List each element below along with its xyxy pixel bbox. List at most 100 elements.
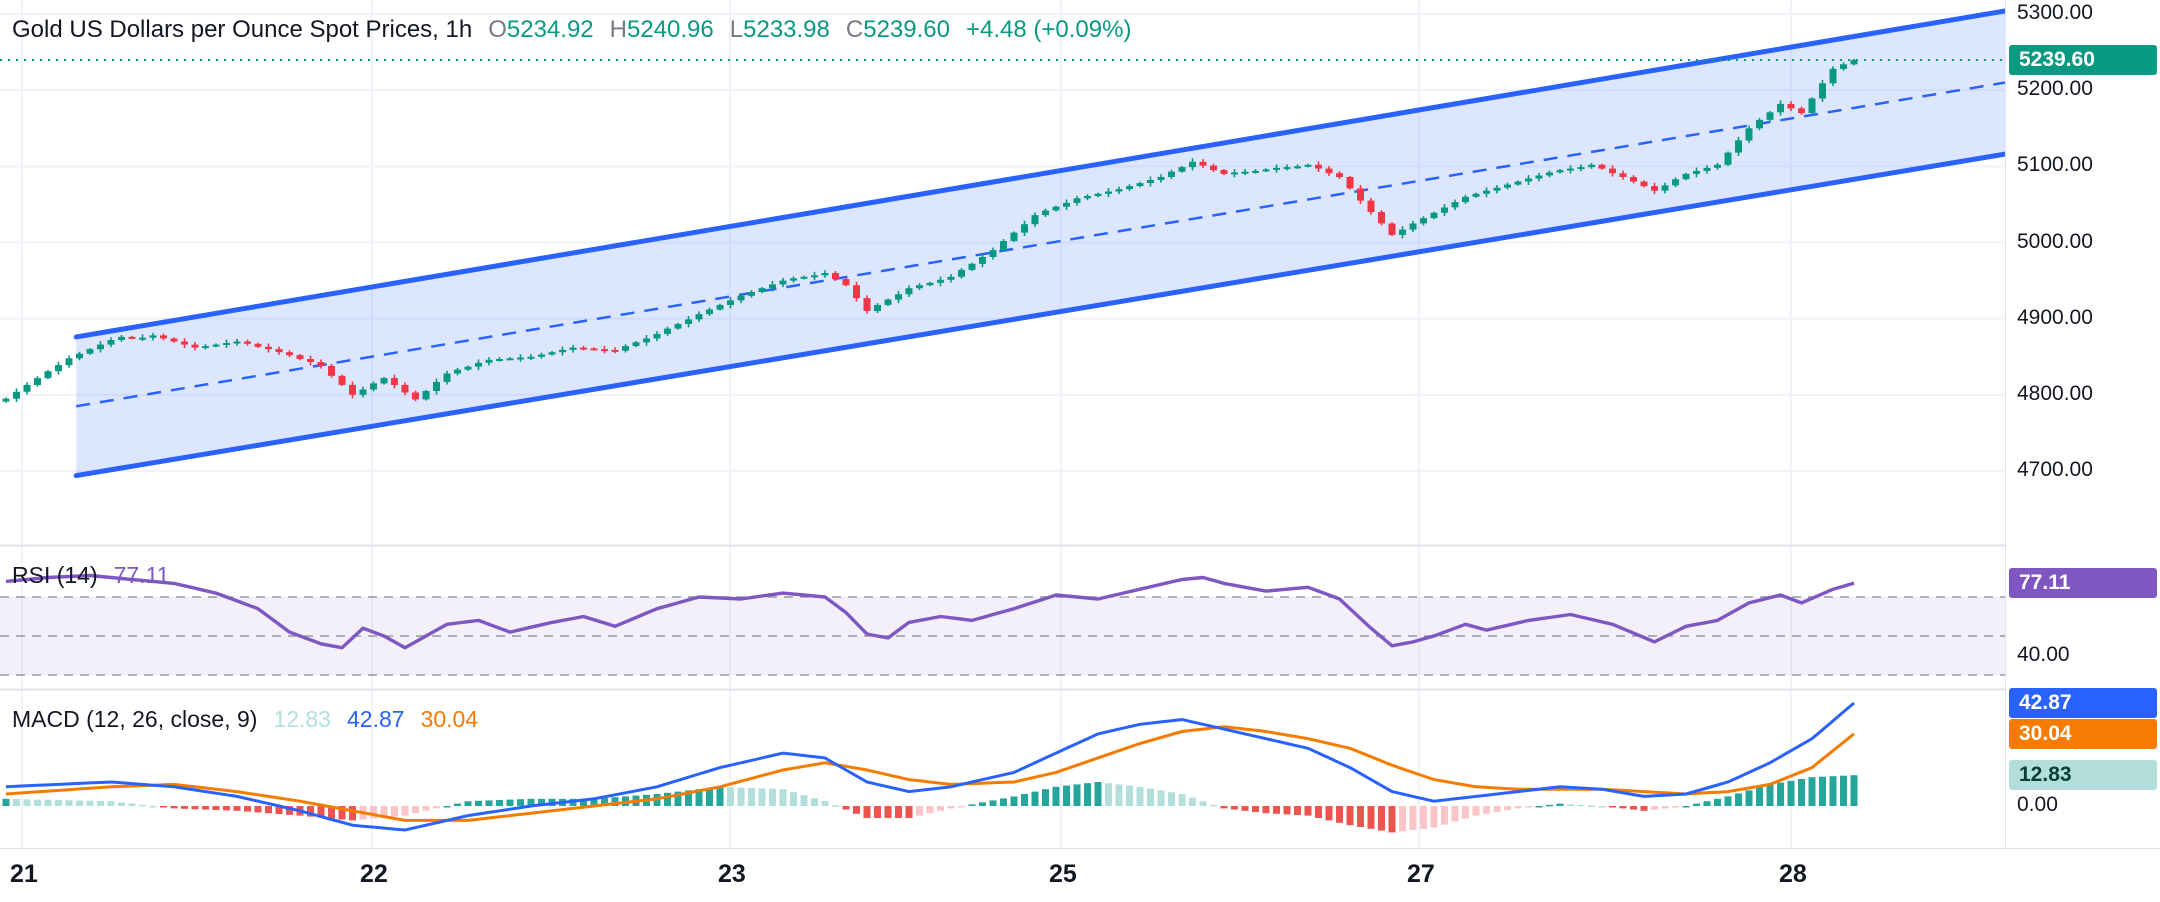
macd-histogram-bar <box>1094 782 1102 806</box>
time-axis-label[interactable]: 22 <box>360 860 388 888</box>
macd-histogram-bar <box>1504 806 1511 811</box>
macd-histogram-bar <box>1199 801 1207 806</box>
macd-histogram-bar <box>1210 804 1217 807</box>
low-value: 5233.98 <box>743 16 830 43</box>
macd-histogram-bar <box>1294 806 1301 815</box>
macd-histogram-bar <box>370 806 377 819</box>
macd-histogram-bar <box>1241 806 1249 811</box>
macd-histogram-bar <box>842 806 850 810</box>
macd-histogram-bar <box>1073 784 1081 806</box>
time-axis-label[interactable]: 21 <box>10 860 38 888</box>
macd-histogram-bar <box>1766 784 1774 806</box>
symbol-title: Gold US Dollars per Ounce Spot Prices, 1… <box>12 16 473 43</box>
time-axis-label[interactable]: 25 <box>1049 860 1077 888</box>
macd-histogram-bar <box>97 801 104 806</box>
macd-histogram-bar <box>223 806 230 811</box>
high-label: H <box>609 16 627 43</box>
macd-histogram-bar <box>590 798 598 806</box>
macd-histogram-bar <box>968 804 976 806</box>
change-value: +4.48 (+0.09%) <box>966 16 1132 43</box>
macd-histogram-bar <box>1630 806 1637 810</box>
macd-histogram-bar <box>1756 787 1763 806</box>
macd-histogram-bar <box>1735 793 1742 806</box>
macd-histogram-bar <box>1798 779 1805 806</box>
macd-histogram-bar <box>1525 806 1532 808</box>
pane-separators <box>0 544 2005 691</box>
macd-histogram-bar <box>790 792 797 806</box>
macd-histogram-bar <box>706 788 713 806</box>
time-axis[interactable]: 21 22 23 25 27 28 <box>0 849 2005 902</box>
macd-histogram-bar <box>181 806 188 809</box>
macd-histogram-bar <box>1031 791 1039 806</box>
macd-histogram-bar <box>275 806 283 814</box>
macd-histogram-bar <box>496 800 503 806</box>
time-axis-label[interactable]: 23 <box>718 860 746 888</box>
price-axis-label: 4900.00 <box>2017 305 2093 329</box>
high-value: 5240.96 <box>627 16 714 43</box>
price-axis-label: 5300.00 <box>2017 1 2093 24</box>
macd-histogram-bar <box>1042 789 1049 806</box>
open-label: O <box>488 16 507 43</box>
macd-histogram-bar <box>1472 806 1480 816</box>
macd-histogram-bar <box>1021 794 1028 806</box>
macd-histogram-bar <box>1357 806 1364 827</box>
price-axis-label: 5200.00 <box>2017 77 2093 101</box>
macd-histogram-bar <box>1052 786 1060 806</box>
rsi-value: 77.11 <box>113 562 170 588</box>
macd-histogram-bar <box>1220 806 1228 809</box>
ohlc-high: H5240.96 <box>610 16 714 44</box>
rsi-line <box>5 573 1855 650</box>
price-axis[interactable]: 5300.00 5200.00 5100.00 5000.00 4900.00 4800.… <box>2005 0 2160 848</box>
time-axis-label[interactable]: 27 <box>1407 860 1435 888</box>
macd-histogram-bar <box>1336 806 1343 823</box>
macd-histogram-bar <box>1409 806 1417 830</box>
macd-histogram-bar <box>1724 796 1732 806</box>
macd-histogram-bar <box>1010 796 1018 806</box>
macd-signal-badge: 30.04 <box>2009 718 2157 749</box>
macd-histogram-bar <box>1577 804 1585 807</box>
macd-signal-value: 30.04 <box>420 706 479 732</box>
macd-pane <box>2 701 1858 833</box>
macd-histogram-bar <box>937 806 944 811</box>
macd-histogram-bar <box>485 800 493 806</box>
trend-channel[interactable] <box>73 8 2005 479</box>
rsi-axis-label: 40.00 <box>2017 642 2070 666</box>
macd-histogram-bar <box>1000 798 1007 806</box>
time-axis-label[interactable]: 28 <box>1779 860 1807 888</box>
macd-histogram-bar <box>265 806 272 814</box>
macd-histogram-bar <box>1283 806 1291 815</box>
macd-histogram-bar <box>1105 783 1112 806</box>
macd-histogram-bar <box>443 806 451 808</box>
macd-histogram-bar <box>44 799 52 806</box>
macd-histogram-bar <box>13 799 20 806</box>
macd-histogram-bar <box>1157 790 1165 806</box>
macd-hist-value: 12.83 <box>273 706 331 732</box>
macd-histogram-bar <box>1136 786 1144 806</box>
macd-histogram-bar <box>1462 806 1469 819</box>
legend-main[interactable]: Gold US Dollars per Ounce Spot Prices, 1… <box>12 16 1131 44</box>
price-axis-label: 5000.00 <box>2017 229 2093 253</box>
macd-histogram-bar <box>1546 804 1553 807</box>
legend-rsi[interactable]: RSI (14) 77.11 <box>12 562 170 589</box>
macd-histogram-bar <box>863 806 871 818</box>
macd-histogram-bar <box>1231 806 1238 810</box>
close-value: 5239.60 <box>863 16 950 43</box>
macd-histogram-bar <box>1619 806 1627 809</box>
macd-histogram-bar <box>1829 776 1837 806</box>
macd-histogram-bar <box>454 803 461 806</box>
macd-histogram-bar <box>464 801 472 806</box>
macd-histogram-bar <box>779 789 787 806</box>
macd-histogram-bar <box>2 798 10 806</box>
macd-histogram-bar <box>1063 785 1070 806</box>
macd-histogram-bar <box>1325 806 1333 821</box>
macd-histogram-bar <box>601 798 608 806</box>
macd-histogram-bar <box>307 806 314 817</box>
macd-histogram-bar <box>1556 803 1564 806</box>
macd-histogram-bar <box>979 802 986 806</box>
macd-histogram-bar <box>76 800 83 806</box>
legend-macd[interactable]: MACD (12, 26, close, 9) 12.83 42.87 30.0… <box>12 706 478 733</box>
price-chart-canvas[interactable] <box>0 0 2005 848</box>
macd-histogram-bar <box>1850 775 1858 806</box>
macd-histogram-bar <box>254 806 262 813</box>
